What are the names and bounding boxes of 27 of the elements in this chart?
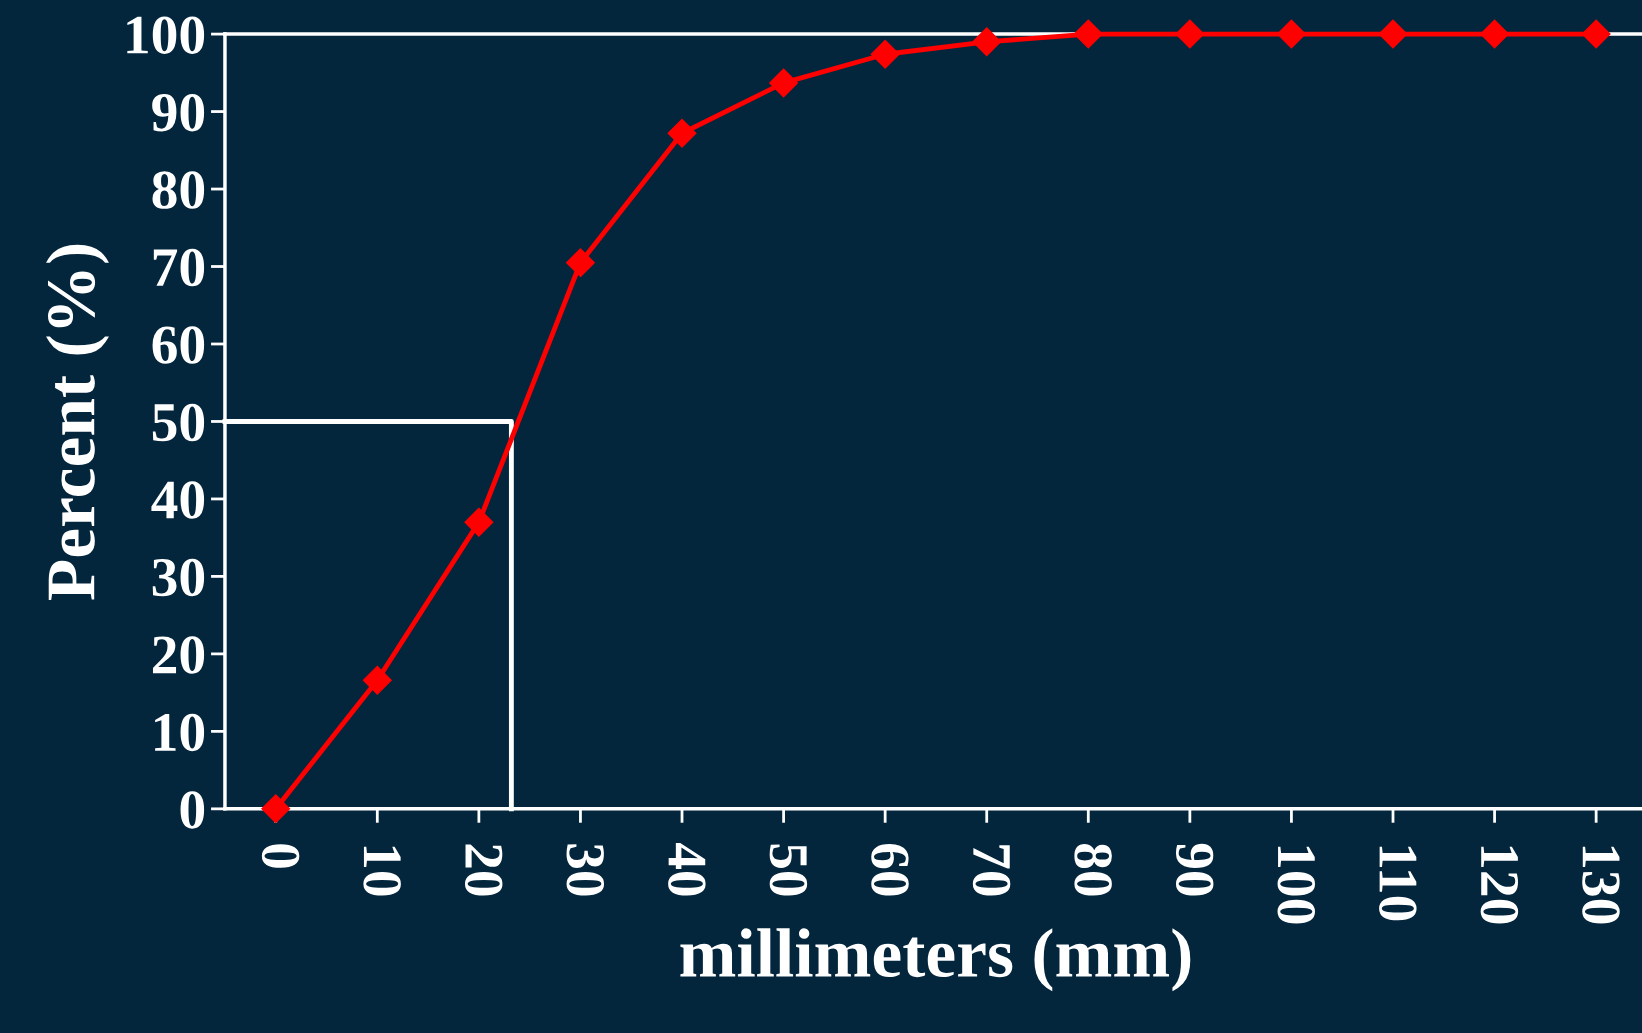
y-tick-label: 70 [153,248,205,287]
x-tick-label: 10 [363,846,401,896]
x-tick-label: 40 [668,842,706,896]
x-tick-label: 80 [1074,844,1112,896]
y-tick-label: 60 [152,326,205,364]
y-tick-label: 30 [152,558,205,597]
y-tick-label: 40 [151,481,205,519]
y-tick-label: 20 [152,636,205,674]
x-tick-label: 130 [1582,846,1620,924]
y-tick-label: 0 [180,791,205,829]
x-tick-label: 110 [1379,846,1417,921]
y-axis-title: Percent (%) [46,244,109,600]
x-tick-label: 120 [1480,846,1519,924]
x-tick-label: 60 [871,844,909,896]
x-tick-label: 100 [1277,846,1316,924]
x-tick-label: 20 [464,844,503,896]
x-axis-title: millimeters (mm) [680,928,1191,992]
x-tick-label: 90 [1175,843,1214,896]
y-tick-label: 80 [152,171,205,209]
y-tick-label: 100 [127,16,205,54]
x-tick-label: 0 [261,844,300,868]
x-tick-label: 30 [566,844,605,896]
y-tick-label: 10 [155,713,205,752]
x-tick-label: 70 [972,845,1011,896]
y-tick-label: 50 [152,403,205,442]
y-tick-label: 90 [152,93,205,132]
x-tick-label: 50 [769,844,808,896]
